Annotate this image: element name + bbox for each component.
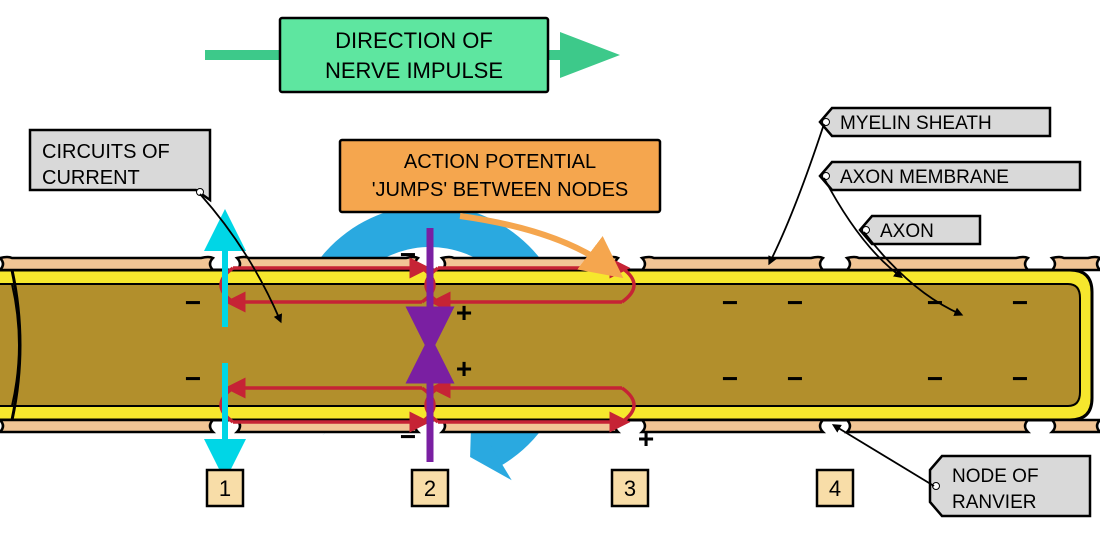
myelin-bottom (642, 420, 823, 432)
myelin-bottom (1052, 420, 1100, 432)
charge: − (185, 363, 201, 394)
charge: − (722, 363, 738, 394)
myelin-top (642, 257, 823, 270)
myelin-top (1052, 257, 1100, 270)
axon-membrane-label-text: AXON MEMBRANE (840, 167, 1009, 188)
node-label-l2: RANVIER (952, 492, 1036, 513)
charge: + (638, 423, 654, 454)
action-line1: ACTION POTENTIAL (404, 151, 596, 173)
myelin-label-text: MYELIN SHEATH (840, 113, 992, 134)
axon-label-text: AXON (880, 221, 934, 242)
node-label-l1: NODE OF (952, 466, 1039, 487)
myelin-top (0, 257, 213, 270)
charge: + (456, 353, 472, 384)
charge: − (1012, 287, 1028, 318)
myelin-bottom (0, 420, 213, 432)
saltatory-diagram: − − + + − − + − − − − − − − − DIRECTION OF NERVE IMPULSE… (0, 0, 1100, 537)
charge: − (722, 287, 738, 318)
node-number: 3 (624, 476, 636, 501)
charge: − (400, 421, 416, 452)
circuits-line2: CURRENT (42, 167, 140, 189)
node-number: 1 (219, 476, 231, 501)
charge: + (456, 297, 472, 328)
circuits-line1: CIRCUITS OF (42, 141, 170, 163)
title-line2: NERVE IMPULSE (325, 58, 503, 83)
charge: − (185, 287, 201, 318)
node-number: 4 (829, 476, 841, 501)
charge: − (1012, 363, 1028, 394)
node-number: 2 (424, 476, 436, 501)
action-line2: 'JUMPS' BETWEEN NODES (372, 179, 629, 201)
charge: − (927, 363, 943, 394)
charge: − (927, 287, 943, 318)
myelin-top (847, 257, 1028, 270)
title-line1: DIRECTION OF (335, 28, 493, 53)
myelin-bottom (847, 420, 1028, 432)
charge: − (400, 239, 416, 270)
charge: − (787, 287, 803, 318)
charge: − (787, 363, 803, 394)
